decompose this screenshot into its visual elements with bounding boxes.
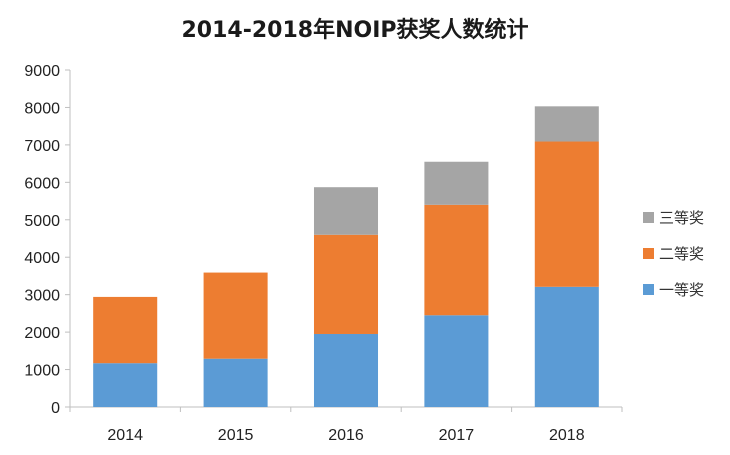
bar-segment [203,272,268,359]
y-tick-label: 1000 [24,363,60,380]
legend-label: 二等奖 [659,245,704,263]
y-tick-label: 8000 [24,100,60,117]
y-tick-label: 4000 [24,250,60,267]
bars-group [93,106,599,407]
bar-segment [424,204,489,316]
x-tick-label: 2018 [549,427,585,444]
y-axis: 0 1000 2000 3000 4000 5000 6000 7000 8000 9000 [24,63,71,417]
y-tick-label: 2000 [24,325,60,342]
x-tick-label: 2017 [439,427,475,444]
bar-segment [313,187,379,235]
legend-swatch [643,212,654,223]
bar-segment [424,161,489,205]
bar-segment [313,234,379,334]
legend-label: 三等奖 [659,209,704,227]
x-tick-label: 2015 [218,427,254,444]
x-axis: 2014 2015 2016 2017 2018 [69,406,623,444]
bar-segment [313,333,379,407]
y-tick-label: 9000 [24,63,60,80]
bar-segment [534,141,599,287]
bar-segment [424,315,489,407]
chart-title: 2014-2018年NOIP获奖人数统计 [181,17,528,43]
x-tick-label: 2016 [328,427,364,444]
bar-segment [93,363,158,407]
y-tick-label: 3000 [24,288,60,305]
y-tick-label: 5000 [24,213,60,230]
y-tick-label: 6000 [24,175,60,192]
legend-swatch [643,248,654,259]
legend-swatch [643,284,654,295]
bar-segment [534,286,599,407]
bar-segment [93,296,158,364]
bar-segment [534,106,599,142]
y-tick-label: 0 [51,400,60,417]
legend-label: 一等奖 [659,281,704,299]
bar-segment [203,358,268,407]
y-tick-label: 7000 [24,138,60,155]
x-tick-label: 2014 [107,427,143,444]
